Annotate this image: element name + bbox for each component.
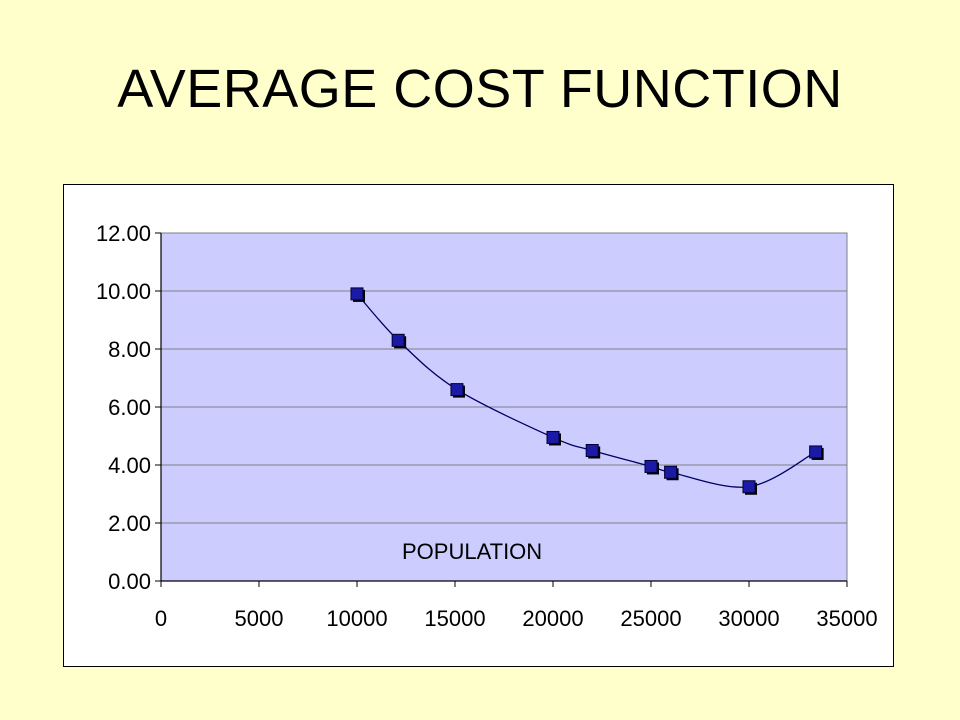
data-markers <box>350 287 824 495</box>
x-tick-label: 25000 <box>620 606 681 631</box>
y-tick-label: 2.00 <box>108 511 151 536</box>
data-point-marker <box>644 459 658 473</box>
tick-labels: 0.00 2.00 4.00 6.00 8.00 10.00 12.00 0 5000 10000… <box>96 221 878 631</box>
data-point <box>585 444 601 459</box>
x-tick-label: 20000 <box>522 606 583 631</box>
y-tick-label: 6.00 <box>108 395 151 420</box>
y-tick-label: 12.00 <box>96 221 151 246</box>
y-tick-label: 8.00 <box>108 337 151 362</box>
data-point-marker <box>809 445 823 459</box>
average-cost-chart: 0.00 2.00 4.00 6.00 8.00 10.00 12.00 0 5000 10000… <box>96 221 878 631</box>
data-point <box>450 383 465 398</box>
data-point-marker <box>664 465 678 479</box>
chart-frame: 0.00 2.00 4.00 6.00 8.00 10.00 12.00 0 5000 10000… <box>63 184 894 667</box>
data-point-marker <box>391 333 405 347</box>
data-point-marker <box>350 287 364 301</box>
data-point <box>742 480 757 495</box>
x-tick-label: 5000 <box>235 606 284 631</box>
data-point <box>546 430 561 446</box>
data-point <box>809 445 824 460</box>
data-point-marker <box>546 430 560 444</box>
x-tick-label: 10000 <box>326 606 387 631</box>
x-tick-label: 35000 <box>816 606 877 631</box>
data-point <box>350 287 365 302</box>
data-point <box>664 465 679 481</box>
y-tick-label: 0.00 <box>108 569 151 594</box>
x-tick-label: 15000 <box>424 606 485 631</box>
data-point-marker <box>450 383 464 397</box>
data-point <box>391 333 407 349</box>
data-point <box>644 459 659 475</box>
y-tick-label: 10.00 <box>96 279 151 304</box>
y-tick-label: 4.00 <box>108 453 151 478</box>
x-tick-label: 30000 <box>718 606 779 631</box>
axes <box>155 232 848 587</box>
population-annotation: POPULATION <box>402 539 542 564</box>
slide-title: AVERAGE COST FUNCTION <box>117 59 843 119</box>
x-tick-label: 0 <box>155 606 167 631</box>
gridlines <box>161 290 847 524</box>
data-point-marker <box>742 480 756 494</box>
data-point-marker <box>585 444 599 457</box>
